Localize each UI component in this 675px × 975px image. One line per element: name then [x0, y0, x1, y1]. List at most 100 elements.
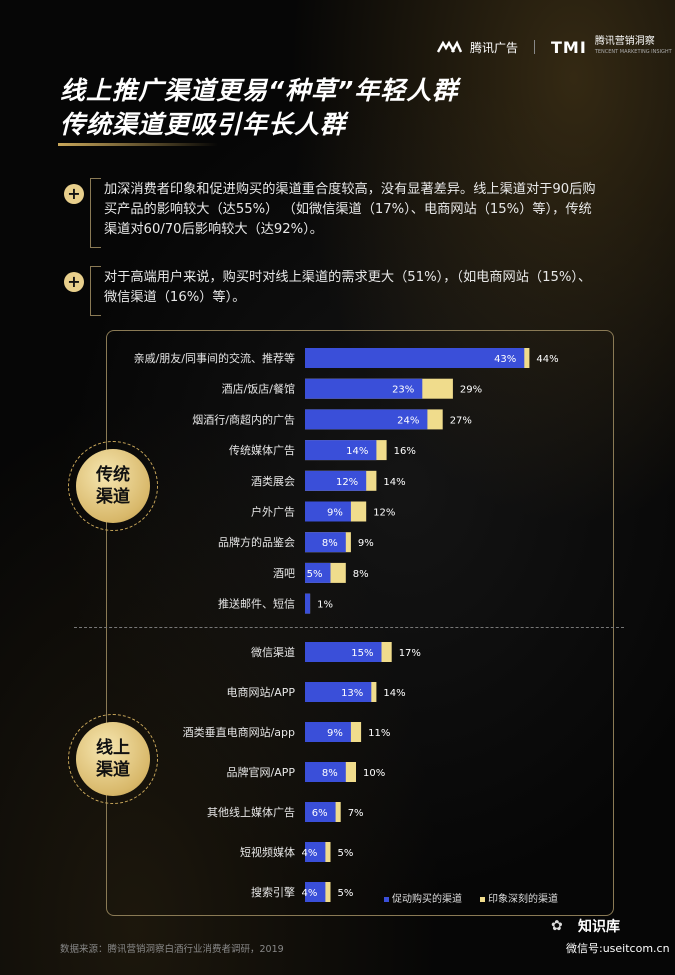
tmi-logo: TMI — [551, 37, 587, 57]
data-label-impression: 11% — [368, 728, 390, 739]
brand-tmi-sub: TENCENT MARKETING INSIGHT — [594, 49, 672, 55]
bar-purchase — [305, 762, 346, 782]
group-divider — [74, 627, 624, 628]
category-label: 户外广告 — [251, 505, 295, 519]
category-label: 亲戚/朋友/同事间的交流、推荐等 — [134, 351, 295, 365]
watermark-id: 微信号:useitcom.cn — [566, 942, 670, 955]
bar-purchase — [305, 642, 382, 662]
bullet-point-1: + 加深消费者印象和促进购买的渠道重合度较高，没有显著差异。线上渠道对于90后购… — [58, 178, 598, 248]
legend-label-impression: 印象深刻的渠道 — [488, 894, 558, 905]
logo-divider — [534, 40, 536, 54]
bullet-text-2: 对于高端用户来说，购买时对线上渠道的需求更大（51%），（如电商网站（15%）、… — [104, 270, 592, 305]
plus-icon: + — [64, 184, 84, 204]
header-logos: 腾讯广告 TMI 腾讯营销洞察 TENCENT MARKETING INSIGH… — [436, 36, 672, 58]
data-label-impression: 27% — [450, 415, 472, 426]
chart-frame — [106, 330, 614, 916]
watermark-title: 知识库 — [578, 919, 620, 935]
legend-swatch-yellow — [480, 896, 485, 902]
category-label: 短视频媒体 — [240, 845, 295, 859]
category-label: 酒类展会 — [251, 474, 295, 488]
plus-icon: + — [64, 272, 84, 292]
data-label-purchase: 9% — [327, 508, 343, 519]
data-label-purchase: 8% — [322, 768, 338, 779]
category-label: 推送邮件、短信 — [218, 597, 295, 611]
tencent-ads-logo-icon — [436, 40, 462, 53]
bar-purchase — [305, 348, 525, 368]
bar-purchase — [305, 842, 326, 862]
bullet-text-1: 加深消费者印象和促进购买的渠道重合度较高，没有显著差异。线上渠道对于90后购买产… — [104, 182, 596, 237]
bar-purchase — [305, 882, 326, 902]
data-label-impression: 1% — [317, 600, 333, 611]
bar-purchase — [305, 440, 377, 461]
category-label: 搜索引擎 — [251, 885, 295, 899]
brand-tmi-name: 腾讯营销洞察 — [594, 36, 655, 47]
bar-purchase — [305, 682, 372, 702]
badge-traditional-line1: 传统 — [96, 465, 130, 485]
badge-online-label: 线上 渠道 — [76, 722, 150, 796]
wechat-icon: ✿ — [551, 918, 563, 934]
data-label-purchase: 14% — [346, 446, 368, 457]
category-label: 电商网站/APP — [227, 685, 296, 699]
data-label-impression: 44% — [536, 354, 558, 365]
data-label-impression: 8% — [353, 569, 369, 580]
bar-purchase — [305, 532, 346, 553]
chart-legend: 促动购买的渠道 印象深刻的渠道 — [384, 890, 558, 905]
category-label: 酒类垂直电商网站/app — [183, 725, 295, 739]
badge-online-channels: 线上 渠道 — [68, 714, 158, 804]
data-label-purchase: 13% — [341, 688, 363, 699]
data-source-note: 数据来源：腾讯营销洞察白酒行业消费者调研，2019 — [60, 944, 284, 955]
badge-traditional-channels: 传统 渠道 — [68, 441, 158, 531]
category-label: 酒吧 — [273, 567, 295, 580]
data-label-impression: 16% — [394, 446, 416, 457]
data-label-purchase: 4% — [302, 888, 318, 899]
bar-purchase — [305, 470, 367, 491]
legend-swatch-blue — [384, 896, 389, 902]
category-label: 传统媒体广告 — [229, 443, 295, 457]
category-label: 烟酒行/商超内的广告 — [192, 412, 295, 426]
data-label-impression: 17% — [399, 648, 421, 659]
data-label-impression: 5% — [338, 888, 354, 899]
data-label-purchase: 23% — [392, 385, 414, 396]
bar-purchase — [305, 378, 423, 399]
data-label-impression: 7% — [348, 808, 364, 819]
category-label: 其他线上媒体广告 — [207, 805, 295, 819]
bar-purchase — [305, 501, 351, 522]
bar-purchase — [305, 409, 428, 430]
data-label-purchase: 15% — [351, 648, 373, 659]
data-label-impression: 14% — [383, 477, 405, 488]
data-label-purchase: 43% — [494, 354, 516, 365]
category-label: 微信渠道 — [251, 645, 295, 659]
category-label: 酒店/饭店/餐馆 — [222, 382, 295, 396]
legend-item-impression: 印象深刻的渠道 — [480, 890, 558, 905]
data-label-impression: 14% — [383, 688, 405, 699]
bullet-point-2: + 对于高端用户来说，购买时对线上渠道的需求更大（51%），（如电商网站（15%… — [58, 266, 598, 316]
brand-tencent-ads: 腾讯广告 — [470, 40, 519, 55]
badge-online-line2: 渠道 — [96, 760, 130, 780]
data-label-impression: 29% — [460, 385, 482, 396]
title-line-1: 线上推广渠道更易“种草”年轻人群 — [60, 76, 459, 105]
category-label: 品牌方的品鉴会 — [218, 535, 295, 549]
bar-purchase — [305, 802, 336, 822]
bullet-bracket — [90, 178, 101, 248]
legend-item-purchase: 促动购买的渠道 — [384, 890, 462, 905]
data-label-impression: 12% — [373, 508, 395, 519]
data-label-purchase: 24% — [397, 415, 419, 426]
bar-purchase — [305, 722, 351, 742]
bar-purchase — [305, 593, 311, 614]
bullet-bracket — [90, 266, 101, 316]
page-title: 线上推广渠道更易“种草”年轻人群 传统渠道更吸引年长人群 — [60, 74, 458, 142]
data-label-purchase: 6% — [312, 808, 328, 819]
data-label-purchase: 4% — [302, 848, 318, 859]
legend-label-purchase: 促动购买的渠道 — [392, 894, 462, 905]
data-label-purchase: 12% — [336, 477, 358, 488]
category-label: 品牌官网/APP — [227, 765, 296, 779]
title-underline — [58, 143, 218, 146]
data-label-impression: 9% — [358, 538, 374, 549]
data-label-purchase: 5% — [307, 569, 323, 580]
brand-tmi: 腾讯营销洞察 TENCENT MARKETING INSIGHT — [595, 36, 672, 58]
data-label-purchase: 9% — [327, 728, 343, 739]
data-label-purchase: 8% — [322, 538, 338, 549]
data-label-impression: 5% — [338, 848, 354, 859]
badge-traditional-label: 传统 渠道 — [76, 449, 150, 523]
